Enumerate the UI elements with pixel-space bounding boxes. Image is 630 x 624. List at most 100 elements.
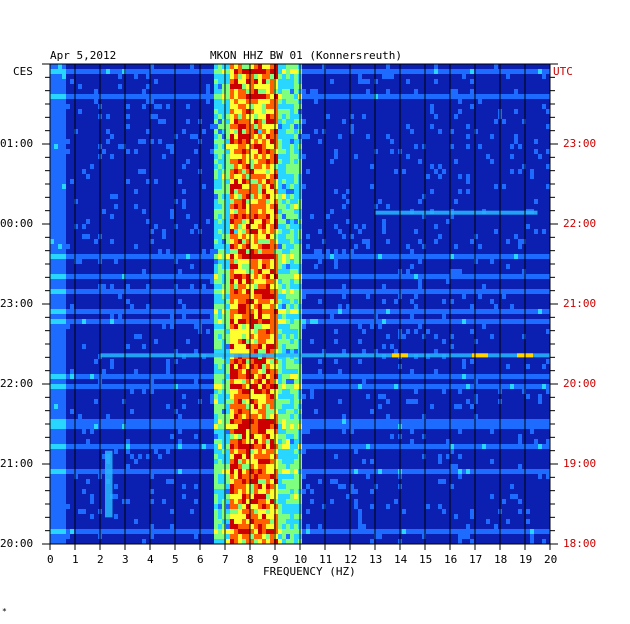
- spectrogram-cell: [374, 419, 378, 424]
- spectrogram-cell: [122, 309, 126, 314]
- spectrogram-cell: [158, 319, 162, 324]
- spectrogram-cell: [246, 439, 250, 444]
- spectrogram-cell: [246, 479, 250, 484]
- spectrogram-cell: [278, 239, 282, 244]
- spectrogram-cell: [278, 519, 282, 524]
- spectrogram-cell: [238, 334, 242, 339]
- spectrogram-cell: [446, 444, 450, 449]
- spectrogram-cell: [58, 359, 62, 364]
- spectrogram-cell: [270, 459, 274, 464]
- spectrogram-cell: [422, 384, 426, 389]
- spectrogram-cell: [110, 424, 114, 429]
- spectrogram-cell: [62, 174, 66, 179]
- spectrogram-cell: [214, 409, 218, 414]
- spectrogram-cell: [266, 144, 270, 149]
- spectrogram-cell: [290, 144, 294, 149]
- spectrogram-cell: [286, 429, 290, 434]
- spectrogram-cell: [286, 349, 290, 354]
- spectrogram-cell: [514, 319, 518, 324]
- spectrogram-cell: [262, 239, 266, 244]
- spectrogram-cell: [298, 399, 302, 404]
- spectrogram-cell: [230, 394, 234, 399]
- spectrogram-cell: [254, 194, 258, 199]
- spectrogram-cell: [58, 69, 62, 74]
- spectrogram-cell: [54, 379, 58, 384]
- spectrogram-cell: [330, 424, 334, 429]
- spectrogram-cell: [374, 149, 378, 154]
- spectrogram-cell: [54, 249, 58, 254]
- spectrogram-cell: [342, 234, 346, 239]
- spectrogram-cell: [542, 104, 546, 109]
- spectrogram-cell: [150, 524, 154, 529]
- spectrogram-cell: [510, 374, 514, 379]
- spectrogram-cell: [350, 234, 354, 239]
- spectrogram-cell: [218, 69, 222, 74]
- spectrogram-cell: [250, 184, 254, 189]
- spectrogram-cell: [222, 454, 226, 459]
- spectrogram-cell: [294, 154, 298, 159]
- spectrogram-cell: [62, 209, 66, 214]
- spectrogram-cell: [186, 319, 190, 324]
- spectrogram-cell: [266, 224, 270, 229]
- spectrogram-cell: [266, 189, 270, 194]
- spectrogram-cell: [378, 419, 382, 424]
- spectrogram-cell: [350, 124, 354, 129]
- spectrogram-cell: [518, 239, 522, 244]
- spectrogram-cell: [430, 319, 434, 324]
- spectrogram-cell: [274, 364, 278, 369]
- spectrogram-cell: [362, 114, 366, 119]
- spectrogram-cell: [118, 529, 122, 534]
- spectrogram-cell: [410, 254, 414, 259]
- spectrogram-cell: [290, 359, 294, 364]
- spectrogram-cell: [378, 274, 382, 279]
- spectrogram-cell: [470, 509, 474, 514]
- spectrogram-cell: [194, 419, 198, 424]
- spectrogram-cell: [282, 374, 286, 379]
- spectrogram-cell: [478, 419, 482, 424]
- spectrogram-cell: [354, 289, 358, 294]
- spectrogram-cell: [242, 319, 246, 324]
- spectrogram-cell: [318, 444, 322, 449]
- spectrogram-cell: [386, 254, 390, 259]
- spectrogram-cell: [134, 459, 138, 464]
- spectrogram-cell: [406, 79, 410, 84]
- spectrogram-cell: [218, 64, 222, 69]
- spectrogram-cell: [294, 429, 298, 434]
- spectrogram-cell: [118, 289, 122, 294]
- spectrogram-cell: [138, 69, 142, 74]
- spectrogram-cell: [230, 79, 234, 84]
- spectrogram-cell: [286, 154, 290, 159]
- spectrogram-cell: [490, 254, 494, 259]
- spectrogram-cell: [222, 264, 226, 269]
- spectrogram-cell: [246, 189, 250, 194]
- spectrogram-cell: [270, 309, 274, 314]
- spectrogram-cell: [86, 439, 90, 444]
- spectrogram-cell: [270, 144, 274, 149]
- spectrogram-cell: [198, 119, 202, 124]
- spectrogram-cell: [178, 414, 182, 419]
- spectrogram-cell: [470, 384, 474, 389]
- spectrogram-cell: [186, 119, 190, 124]
- spectrogram-cell: [214, 244, 218, 249]
- spectrogram-cell: [254, 534, 258, 539]
- spectrogram-cell: [282, 539, 286, 544]
- spectrogram-cell: [298, 79, 302, 84]
- spectrogram-cell: [134, 254, 138, 259]
- spectrogram-cell: [230, 514, 234, 519]
- spectrogram-cell: [254, 359, 258, 364]
- spectrogram-cell: [54, 104, 58, 109]
- spectrogram-cell: [58, 364, 62, 369]
- spectrogram-cell: [226, 104, 230, 109]
- spectrogram-cell: [62, 489, 66, 494]
- spectrogram-cell: [326, 289, 330, 294]
- spectrogram-cell: [490, 94, 494, 99]
- spectrogram-cell: [114, 69, 118, 74]
- spectrogram-cell: [358, 289, 362, 294]
- spectrogram-cell: [354, 94, 358, 99]
- spectrogram-cell: [238, 249, 242, 254]
- spectrogram-cell: [522, 119, 526, 124]
- spectrogram-cell: [478, 94, 482, 99]
- spectrogram-cell: [470, 104, 474, 109]
- spectrogram-cell: [98, 469, 102, 474]
- spectrogram-cell: [262, 314, 266, 319]
